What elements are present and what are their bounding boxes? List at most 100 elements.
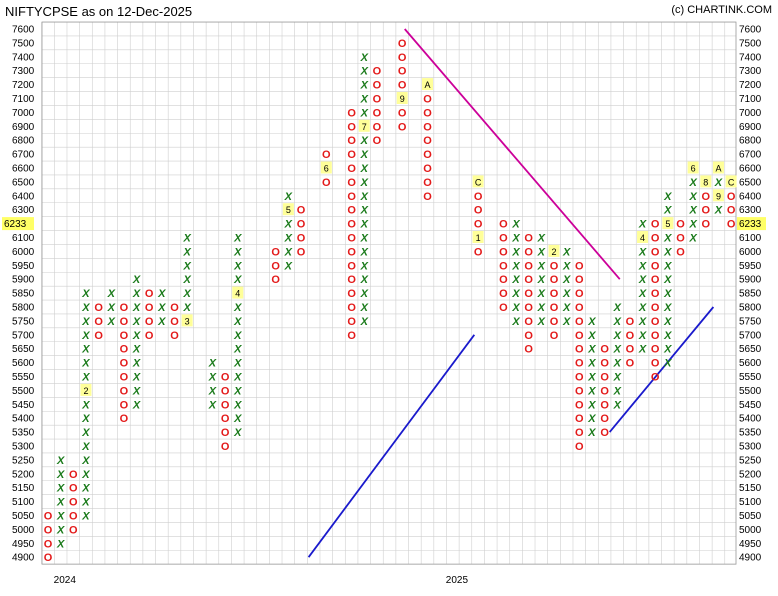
- y-tick-label-right: 7600: [739, 25, 762, 36]
- o-box: O: [347, 260, 356, 272]
- x-box: X: [663, 246, 672, 258]
- o-box: O: [170, 330, 179, 342]
- month-marker: 6: [691, 164, 696, 174]
- y-tick-label-left: 6233: [4, 219, 27, 230]
- x-box: X: [132, 399, 141, 411]
- o-box: O: [651, 372, 660, 384]
- x-box: X: [663, 330, 672, 342]
- y-tick-label-right: 6500: [739, 177, 762, 188]
- o-box: O: [600, 385, 609, 397]
- y-tick-label-left: 6300: [12, 205, 35, 216]
- o-box: O: [221, 372, 230, 384]
- x-tick-label: 2025: [446, 575, 469, 586]
- o-box: O: [398, 107, 407, 119]
- o-box: O: [373, 94, 382, 106]
- o-box: O: [347, 246, 356, 258]
- y-tick-label-right: 5100: [739, 497, 762, 508]
- x-box: X: [360, 191, 369, 203]
- x-box: X: [132, 316, 141, 328]
- o-box: O: [170, 316, 179, 328]
- o-box: O: [575, 441, 584, 453]
- x-box: X: [284, 191, 293, 203]
- x-box: X: [511, 302, 520, 314]
- o-box: O: [373, 80, 382, 92]
- o-box: O: [474, 191, 483, 203]
- x-box: X: [107, 316, 116, 328]
- y-tick-label-left: 5750: [12, 316, 35, 327]
- y-tick-label-left: 6100: [12, 233, 35, 244]
- chart-credit: (c) CHARTINK.COM: [671, 4, 772, 16]
- month-marker-bg: [725, 175, 737, 188]
- o-box: O: [373, 121, 382, 133]
- y-tick-label-left: 5800: [12, 303, 35, 314]
- o-box: O: [44, 511, 53, 523]
- x-box: X: [613, 316, 622, 328]
- y-tick-label-right: 5400: [739, 414, 762, 425]
- o-box: O: [271, 260, 280, 272]
- x-box: X: [81, 441, 90, 453]
- o-box: O: [120, 344, 129, 356]
- o-box: O: [499, 302, 508, 314]
- current-price-marker-right: [737, 217, 766, 231]
- month-marker-bg: [181, 314, 193, 327]
- x-box: X: [613, 399, 622, 411]
- o-box: O: [575, 413, 584, 425]
- o-box: O: [524, 246, 533, 258]
- x-box: X: [157, 288, 166, 300]
- o-box: O: [600, 413, 609, 425]
- o-box: O: [600, 358, 609, 370]
- o-box: O: [676, 246, 685, 258]
- month-marker: A: [715, 164, 721, 174]
- x-box: X: [233, 233, 242, 245]
- y-tick-label-right: 5750: [739, 316, 762, 327]
- x-box: X: [81, 316, 90, 328]
- y-tick-label-right: 6700: [739, 150, 762, 161]
- x-box: X: [233, 316, 242, 328]
- x-box: X: [208, 399, 217, 411]
- o-box: O: [702, 219, 711, 231]
- x-box: X: [638, 260, 647, 272]
- o-box: O: [524, 344, 533, 356]
- month-marker: 3: [185, 316, 190, 326]
- y-tick-label-left: 5000: [12, 525, 35, 536]
- x-box: X: [360, 52, 369, 64]
- o-box: O: [575, 372, 584, 384]
- o-box: O: [347, 205, 356, 217]
- x-box: X: [537, 288, 546, 300]
- o-box: O: [524, 288, 533, 300]
- y-tick-label-left: 5500: [12, 386, 35, 397]
- x-box: X: [208, 372, 217, 384]
- y-tick-label-left: 5700: [12, 330, 35, 341]
- x-box: X: [233, 344, 242, 356]
- x-box: X: [663, 288, 672, 300]
- y-tick-label-right: 7000: [739, 108, 762, 119]
- x-box: X: [360, 66, 369, 78]
- x-box: X: [562, 302, 571, 314]
- x-box: X: [182, 288, 191, 300]
- o-box: O: [322, 177, 331, 189]
- o-box: O: [651, 260, 660, 272]
- x-box: X: [663, 205, 672, 217]
- x-box: X: [587, 358, 596, 370]
- x-box: X: [714, 177, 723, 189]
- o-box: O: [524, 274, 533, 286]
- x-box: X: [638, 330, 647, 342]
- o-box: O: [120, 399, 129, 411]
- plot-frame: [41, 21, 737, 565]
- o-box: O: [398, 121, 407, 133]
- x-box: X: [56, 538, 65, 550]
- o-box: O: [575, 316, 584, 328]
- x-box: X: [562, 288, 571, 300]
- month-marker: 2: [83, 386, 88, 396]
- x-box: X: [233, 358, 242, 370]
- month-marker-bg: [662, 217, 674, 230]
- current-price-marker-left: [2, 217, 34, 231]
- month-marker: 9: [716, 191, 721, 201]
- y-tick-label-right: 6100: [739, 233, 762, 244]
- o-box: O: [69, 511, 78, 523]
- o-box: O: [347, 316, 356, 328]
- y-tick-label-right: 6900: [739, 122, 762, 133]
- x-box: X: [537, 316, 546, 328]
- x-box: X: [56, 511, 65, 523]
- y-tick-label-left: 7300: [12, 66, 35, 77]
